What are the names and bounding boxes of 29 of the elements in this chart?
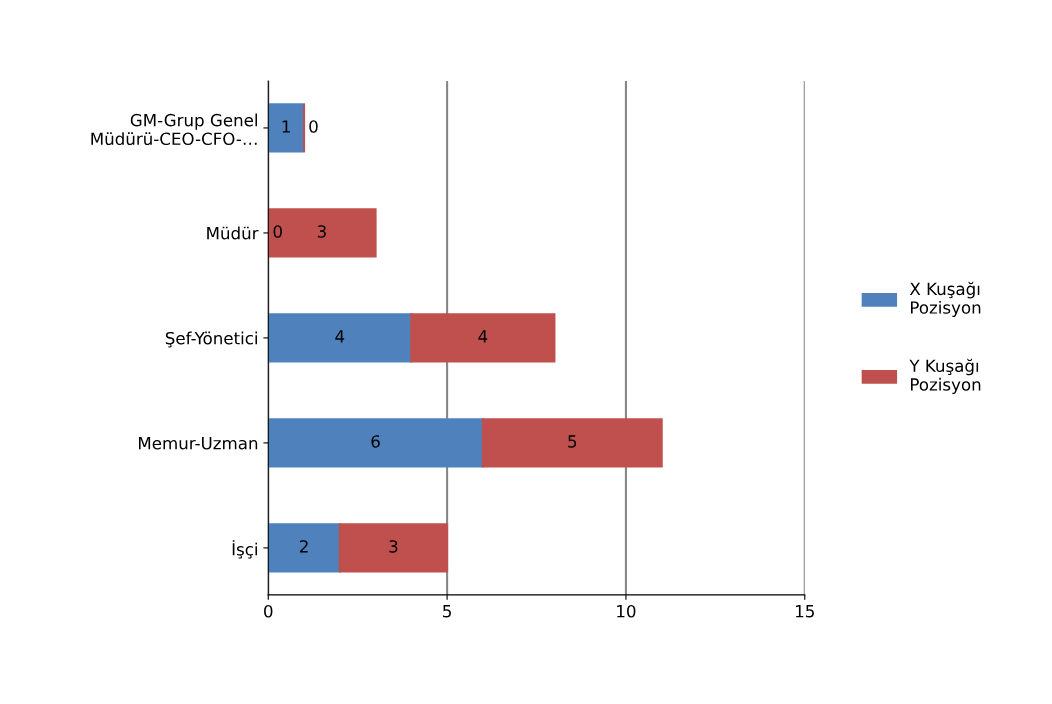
data-label: 6: [371, 435, 380, 448]
y-tick-label: Şef-Yönetici: [165, 331, 257, 348]
y-tick-label: Müdür: [207, 226, 259, 240]
data-label: 4: [335, 330, 345, 343]
data-label: 2: [299, 540, 308, 553]
x-tick-label: 0: [264, 604, 273, 618]
x-tick-label: 5: [443, 605, 451, 618]
legend-label: Y Kuşağı Pozisyon: [909, 358, 981, 394]
x-tick-label: 10: [617, 604, 636, 618]
bar: [481, 418, 663, 468]
bar: [268, 313, 413, 363]
y-tick-label: Memur-Uzman: [138, 437, 258, 450]
y-tick-label: GM-Grup Genel Müdürü-CEO-CFO-…: [91, 113, 257, 146]
bar: [268, 103, 306, 153]
bar: [268, 208, 377, 258]
bar: [268, 418, 484, 468]
x-tick-label: 15: [796, 605, 814, 618]
y-tick-label: İşçi: [232, 540, 257, 559]
bar: [268, 523, 341, 573]
bar: [410, 313, 556, 363]
data-label: 3: [317, 225, 326, 238]
data-label: 0: [273, 225, 282, 238]
data-label: 3: [389, 540, 398, 553]
data-label: 1: [282, 120, 290, 133]
data-label: 5: [568, 435, 577, 448]
legend-label: X Kuşağı Pozisyon: [909, 281, 981, 318]
data-label: 0: [309, 120, 318, 133]
bar: [338, 523, 449, 573]
data-label: 4: [478, 330, 488, 343]
